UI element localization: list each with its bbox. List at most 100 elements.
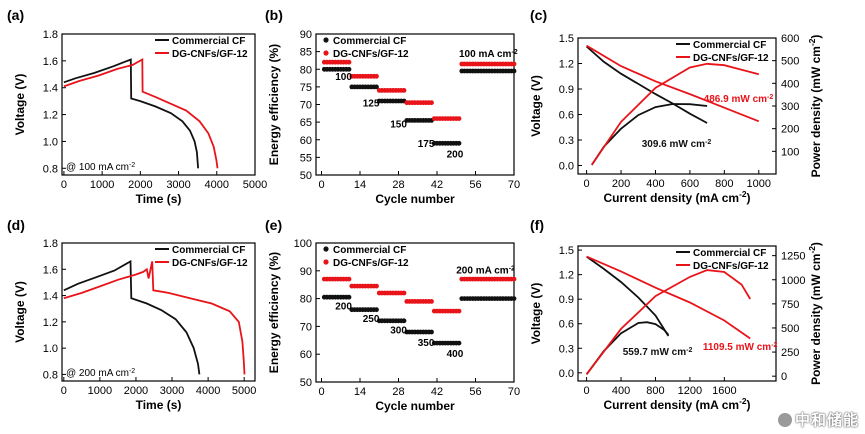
y2-tick-label: 200 xyxy=(781,124,799,136)
y2-tick-label: 600 xyxy=(781,33,799,45)
y2-tick-label: 500 xyxy=(781,56,799,68)
y-tick-label: 1.5 xyxy=(559,245,574,257)
legend-label: Commercial CF xyxy=(693,40,766,51)
y-axis-label: Voltage (V) xyxy=(529,283,543,345)
data-point xyxy=(374,73,379,79)
x-tick-label: 56 xyxy=(469,386,481,398)
y-axis-label: Energy efficiency (%) xyxy=(267,44,281,165)
series-line xyxy=(63,57,219,169)
watermark-text: 中和储能 xyxy=(794,412,859,429)
panel-c: (c) 0 200 400 600 800 1000 0.0 0.3 0.6 0.9 1.2 1.5 10… xyxy=(529,7,823,205)
x-tick-label: 600 xyxy=(681,178,699,190)
x-tick-label: 4000 xyxy=(205,179,229,191)
data-point xyxy=(346,294,352,300)
x-tick-label: 800 xyxy=(715,178,733,190)
x-tick-label: 1000 xyxy=(747,178,771,190)
data-point xyxy=(374,84,379,90)
x-tick-label: 2000 xyxy=(128,179,152,191)
y-tick-label: 70 xyxy=(300,321,312,333)
power-line xyxy=(591,62,760,166)
data-point xyxy=(374,307,379,313)
y-tick-label: 80 xyxy=(300,294,312,306)
panel-d: (d) 0 1000 2000 3000 4000 5000 0.8 1.0 1.2 1.4 1.6 1… xyxy=(7,217,256,412)
x-tick-label: 70 xyxy=(508,179,520,191)
x-tick-label: 800 xyxy=(646,385,664,397)
y-tick-label: 0.8 xyxy=(43,369,58,381)
data-point xyxy=(401,290,407,296)
annotation: @ 200 mA cm-2 xyxy=(66,368,135,380)
power-line xyxy=(585,269,751,375)
annotation: @ 100 mA cm-2 xyxy=(66,162,135,174)
data-point xyxy=(346,66,352,72)
y-axis-label: Voltage (V) xyxy=(13,281,27,343)
legend-label: Commercial CF xyxy=(333,245,406,256)
x-tick-label: 400 xyxy=(612,385,630,397)
data-point xyxy=(401,88,407,93)
y-tick-label: 70 xyxy=(300,100,312,112)
y2-tick-label: 300 xyxy=(781,101,799,113)
x-tick-label: 3000 xyxy=(166,179,190,191)
annotation: 309.6 mW cm-2 xyxy=(642,138,712,150)
y-tick-label: 50 xyxy=(300,377,312,389)
panel-label: (a) xyxy=(7,7,24,23)
plot-frame xyxy=(61,33,256,176)
y-tick-label: 1.8 xyxy=(43,29,58,41)
x-tick-label: 1000 xyxy=(88,385,112,397)
x-tick-label: 400 xyxy=(646,178,664,190)
x-tick-label: 14 xyxy=(354,179,366,191)
y-tick-label: 1.2 xyxy=(43,317,58,329)
annotation: 1109.5 mW cm-2 xyxy=(703,341,778,353)
data-point xyxy=(429,100,434,106)
panel-label: (d) xyxy=(7,217,25,233)
legend-marker xyxy=(323,259,329,265)
y-tick-label: 1.6 xyxy=(43,264,58,276)
legend-label: DG-CNFs/GF-12 xyxy=(333,258,409,269)
data-point xyxy=(456,340,462,346)
y2-axis-label: Power density (mW cm-2) xyxy=(807,35,823,178)
y-tick-label: 75 xyxy=(300,82,312,94)
x-tick-label: 5000 xyxy=(243,179,267,191)
legend-label: Commercial CF xyxy=(693,248,766,259)
watermark-icon xyxy=(777,413,792,427)
y-tick-label: 50 xyxy=(300,170,312,182)
x-tick-label: 1000 xyxy=(90,179,114,191)
plot-frame xyxy=(315,242,515,383)
legend-marker xyxy=(323,50,329,56)
y2-tick-label: 500 xyxy=(781,323,799,335)
y2-tick-label: 0 xyxy=(781,371,787,383)
y-tick-label: 1.6 xyxy=(43,56,58,68)
y2-tick-label: 750 xyxy=(781,299,799,311)
plot-frame xyxy=(61,242,256,382)
series-line xyxy=(63,261,246,375)
annotation: 559.7 mW cm-2 xyxy=(623,346,693,358)
y-tick-label: 55 xyxy=(300,152,312,164)
data-point xyxy=(456,308,462,314)
polarization-line xyxy=(586,255,751,340)
data-point xyxy=(511,276,517,282)
x-tick-label: 200 xyxy=(612,178,630,190)
data-point xyxy=(401,318,407,324)
annotation: 350 xyxy=(418,338,435,349)
panel-e: (e) 0 14 28 42 56 70 50 60 70 80 90 100 Cycle number E… xyxy=(265,217,520,413)
y-tick-label: 0.6 xyxy=(559,110,574,122)
x-tick-label: 0 xyxy=(61,385,67,397)
legend-label: Commercial CF xyxy=(172,36,245,47)
annotation: 486.9 mW cm-2 xyxy=(704,93,774,105)
y-tick-label: 85 xyxy=(300,47,312,59)
x-tick-label: 28 xyxy=(392,386,404,398)
annotation: 250 xyxy=(363,314,380,325)
legend-label: DG-CNFs/GF-12 xyxy=(693,261,769,272)
y-tick-label: 1.8 xyxy=(43,238,58,250)
x-tick-label: 1600 xyxy=(712,385,736,397)
y-tick-label: 1.2 xyxy=(43,110,58,122)
legend-label: DG-CNFs/GF-12 xyxy=(172,258,248,269)
data-point xyxy=(511,296,517,301)
polarization-line xyxy=(586,255,670,337)
data-point xyxy=(456,116,462,121)
y-axis-label: Voltage (V) xyxy=(529,75,543,137)
x-tick-label: 2000 xyxy=(124,385,148,397)
y-tick-label: 1.2 xyxy=(559,270,574,282)
x-tick-label: 56 xyxy=(469,179,481,191)
x-axis-label: Time (s) xyxy=(136,398,182,412)
data-point xyxy=(511,68,517,74)
